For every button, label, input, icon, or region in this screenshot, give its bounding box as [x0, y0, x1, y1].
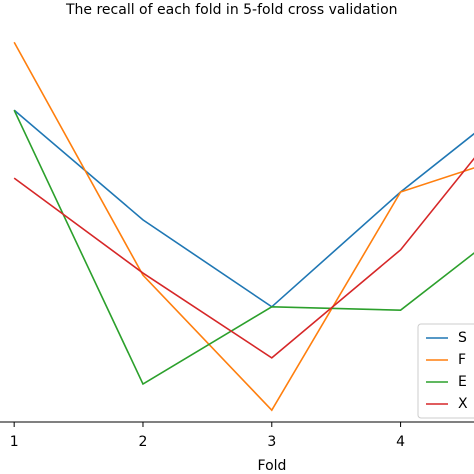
legend-label: F	[458, 352, 466, 368]
series-line	[13, 41, 474, 412]
x-tick-label: 1	[10, 434, 19, 450]
x-tick-label: 2	[139, 434, 148, 450]
x-tick-label: 4	[396, 434, 405, 450]
legend-box	[417, 323, 474, 419]
legend-label: E	[458, 374, 467, 390]
series-line	[13, 109, 474, 386]
x-axis-label: Fold	[258, 458, 287, 474]
series-line	[13, 109, 474, 308]
series-line	[13, 157, 474, 359]
x-tick-label: 3	[267, 434, 276, 450]
chart-title: The recall of each fold in 5-fold cross …	[65, 2, 398, 18]
legend-label: X	[458, 396, 468, 412]
legend-label: S	[458, 330, 467, 346]
